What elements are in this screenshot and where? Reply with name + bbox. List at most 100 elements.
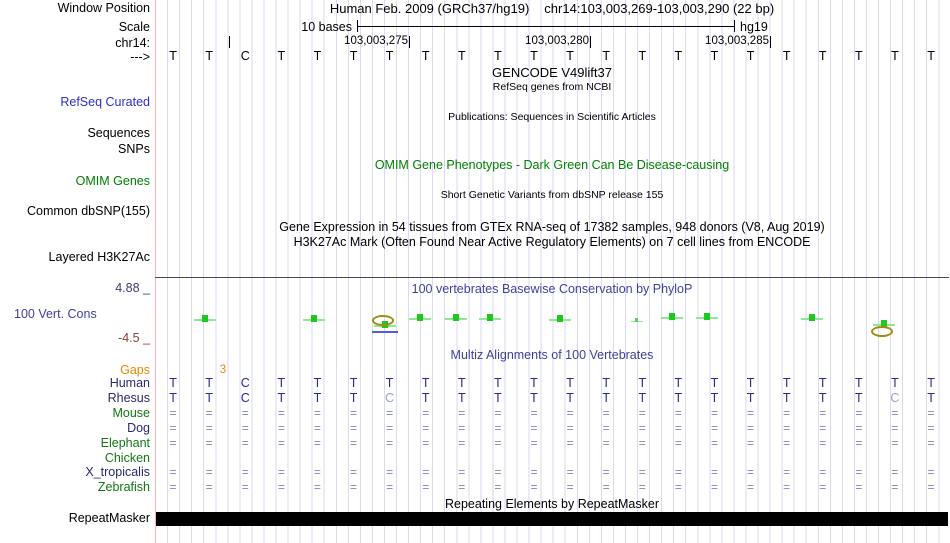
track-label-refseq-curated[interactable]: RefSeq Curated: [60, 95, 150, 109]
base-8: T: [421, 376, 430, 390]
track-label-repeatmasker[interactable]: RepeatMasker: [68, 511, 150, 525]
base-2: T: [205, 376, 213, 390]
align-mark: =: [458, 436, 466, 450]
track-label-common-dbsnp[interactable]: Common dbSNP(155): [27, 204, 150, 218]
base-6: T: [349, 376, 358, 390]
align-mark: =: [530, 465, 538, 479]
ruler-tick-label: 103,003,275: [344, 35, 408, 47]
base-9: T: [457, 49, 466, 63]
align-mark: =: [638, 480, 646, 494]
align-mark: =: [710, 480, 718, 494]
align-mark: =: [241, 406, 249, 420]
track-label-omim-genes[interactable]: OMIM Genes: [75, 174, 150, 188]
base-4: T: [277, 49, 286, 63]
align-mark: =: [422, 421, 430, 435]
conservation-mark: [635, 318, 638, 322]
base-17: T: [746, 391, 755, 405]
base-10: T: [494, 376, 502, 390]
base-20: T: [855, 391, 863, 405]
track-label-rhesus[interactable]: Rhesus: [107, 391, 150, 405]
track-label-zebrafish[interactable]: Zebrafish: [97, 480, 150, 494]
base-11: T: [530, 376, 538, 390]
align-mark: =: [927, 480, 935, 494]
align-mark: =: [386, 436, 394, 450]
base-5: T: [313, 391, 322, 405]
align-mark: =: [494, 406, 502, 420]
align-mark: =: [747, 480, 755, 494]
repeatmasker-track-title: Repeating Elements by RepeatMasker: [444, 497, 659, 511]
track-label-100-vert-cons[interactable]: 100 Vert. Cons: [14, 307, 97, 321]
align-mark: =: [350, 406, 358, 420]
track-label-sequences[interactable]: Sequences: [87, 126, 150, 140]
align-mark: =: [169, 480, 177, 494]
align-mark: =: [205, 436, 213, 450]
base-15: T: [674, 376, 683, 390]
align-mark: =: [422, 480, 430, 494]
conservation-clip-ellipse: [372, 315, 394, 326]
align-mark: =: [674, 465, 682, 479]
align-mark: =: [602, 406, 610, 420]
align-mark: =: [674, 480, 682, 494]
align-mark: =: [819, 436, 827, 450]
track-label-snps[interactable]: SNPs: [118, 142, 150, 156]
base-8: T: [421, 391, 430, 405]
align-mark: =: [747, 465, 755, 479]
base-1: T: [169, 376, 177, 390]
align-mark: =: [819, 421, 827, 435]
base-7: C: [385, 391, 395, 405]
conservation-mark: [453, 314, 459, 321]
align-mark: =: [169, 421, 177, 435]
align-mark: =: [458, 465, 466, 479]
base-21: C: [890, 391, 900, 405]
h3k27ac-track-title: H3K27Ac Mark (Often Found Near Active Re…: [293, 235, 811, 249]
base-21: T: [891, 376, 899, 390]
base-21: T: [891, 49, 899, 63]
conservation-track-border: [155, 277, 949, 278]
track-label-layered-h3k27ac[interactable]: Layered H3K27Ac: [48, 250, 150, 264]
align-mark: =: [566, 436, 574, 450]
align-mark: =: [891, 480, 899, 494]
track-label-gaps[interactable]: Gaps: [120, 363, 150, 377]
conservation-mark: [487, 314, 493, 321]
conservation-mark: [417, 314, 423, 321]
align-mark: =: [819, 465, 827, 479]
align-mark: =: [422, 436, 430, 450]
align-mark: =: [530, 480, 538, 494]
track-label-x_tropicalis[interactable]: X_tropicalis: [85, 465, 150, 479]
base-17: T: [746, 376, 755, 390]
align-mark: =: [891, 465, 899, 479]
base-14: T: [638, 376, 647, 390]
align-mark: =: [566, 406, 574, 420]
align-mark: =: [638, 421, 646, 435]
gencode-subtitle: RefSeq genes from NCBI: [492, 81, 612, 93]
base-22: T: [927, 376, 935, 390]
align-mark: =: [747, 406, 755, 420]
align-mark: =: [494, 436, 502, 450]
base-8: T: [421, 49, 430, 63]
region-title: chr14:103,003,269-103,003,290 (22 bp): [544, 1, 775, 16]
align-mark: =: [747, 436, 755, 450]
conservation-clip-ellipse: [871, 326, 893, 337]
base-6: T: [349, 391, 358, 405]
repeatmasker-feature-bar[interactable]: [156, 512, 948, 526]
base-2: T: [205, 391, 213, 405]
align-mark: =: [313, 406, 321, 420]
track-label-elephant[interactable]: Elephant: [100, 436, 150, 450]
base-3: C: [240, 391, 250, 405]
align-mark: =: [674, 406, 682, 420]
conservation-mark: [809, 314, 815, 321]
align-mark: =: [494, 480, 502, 494]
align-mark: =: [783, 465, 791, 479]
track-label-chicken[interactable]: Chicken: [104, 451, 150, 465]
ruler-tick-label: 103,003,280: [525, 35, 589, 47]
align-mark: =: [205, 421, 213, 435]
track-label-mouse[interactable]: Mouse: [112, 406, 150, 420]
align-mark: =: [819, 406, 827, 420]
genome-label: hg19: [740, 20, 768, 34]
align-mark: =: [530, 421, 538, 435]
track-label-human[interactable]: Human: [109, 376, 150, 390]
track-label-dog[interactable]: Dog: [127, 421, 150, 435]
